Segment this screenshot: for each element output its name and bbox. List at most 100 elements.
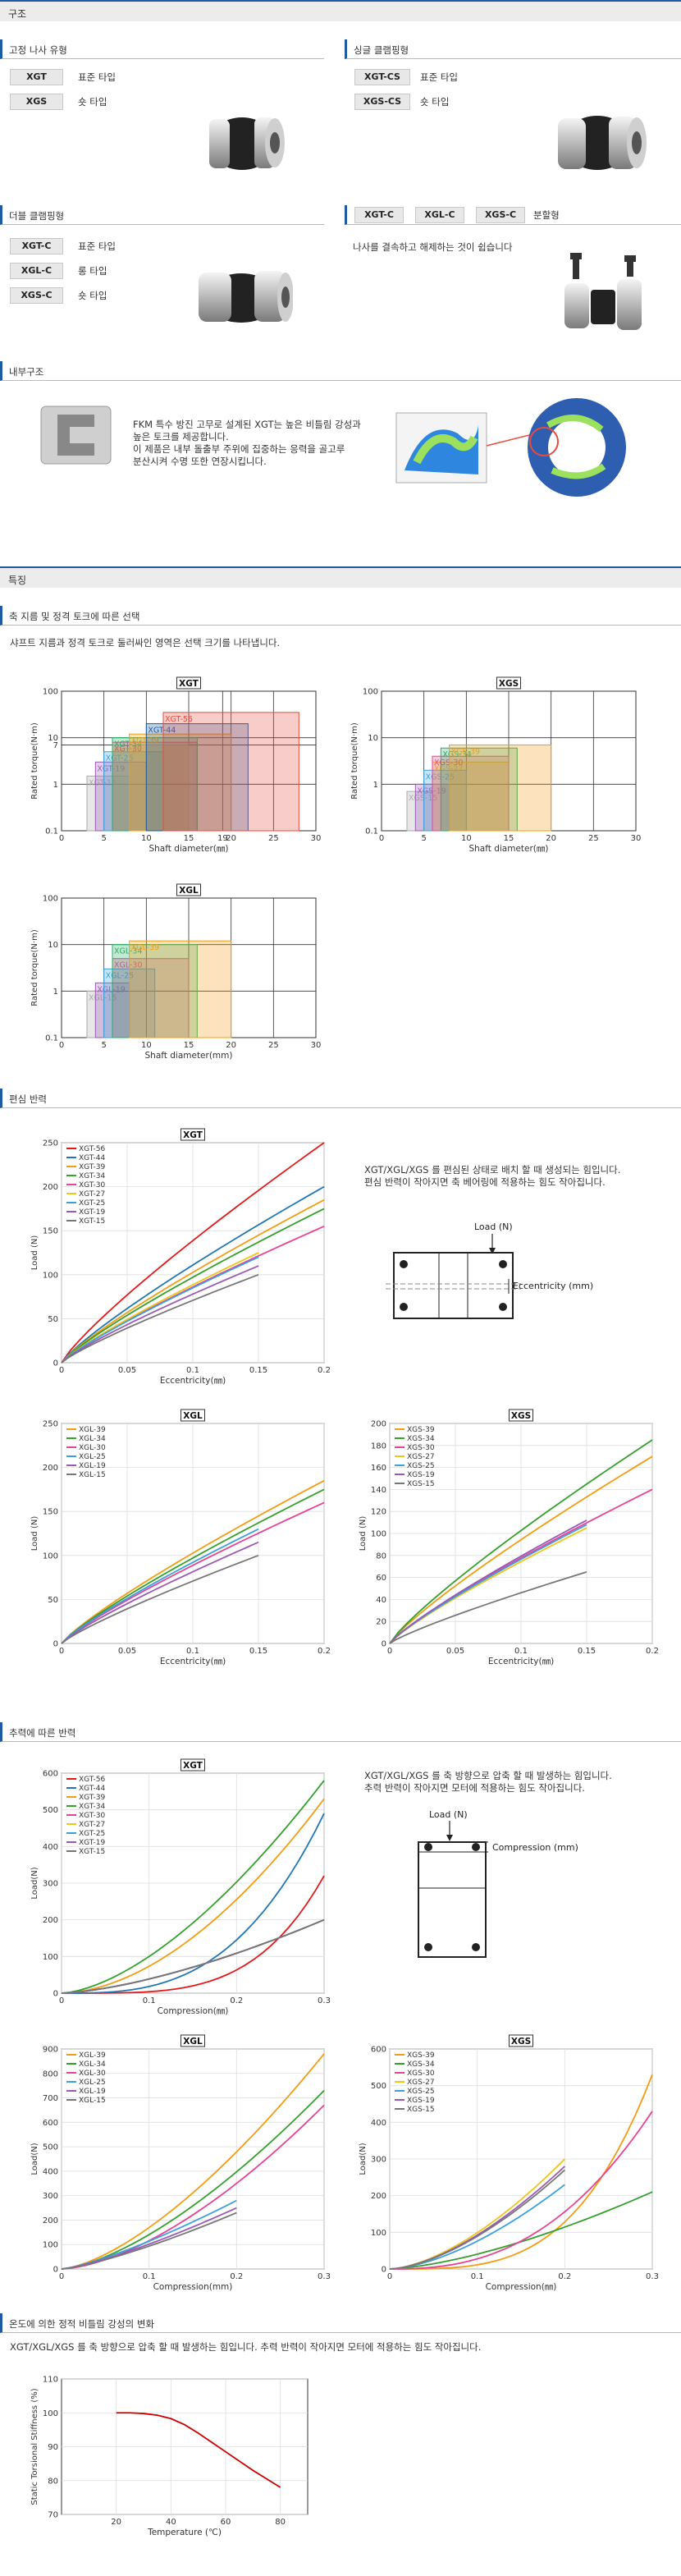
x-tick-label: 20 [226,834,236,843]
series-line-xgl-15 [61,1554,259,1644]
selection-label-xgt-39: XGT-39 [131,736,159,745]
chart-temperature: 20 40 60 80 70 80 90 100 110 Temperature (℃) Stati… [30,2376,309,2537]
legend-label-xgt-56: XGT-56 [79,1145,105,1153]
eccentric-load-label: Load (N) [474,1222,513,1232]
x-tick-label: 80 [275,2518,286,2527]
series-line-xgs-39 [389,2074,653,2270]
x-tick-label: 0.15 [578,1647,596,1656]
desc-xgt: 표준 타입 [78,71,116,83]
series-line-xgt-34 [61,1208,325,1364]
x-tick-label: 30 [631,834,642,843]
legend-label-xgl-15: XGL-15 [79,1471,106,1479]
series-line-xgt-34 [61,1780,325,1994]
x-tick-label: 0 [59,1647,64,1656]
selection-label-xgl-34: XGL-34 [114,947,143,956]
chart-title: XGL [183,2037,203,2047]
series-line-xgl-30 [61,1501,325,1644]
chart-title: XGS [511,2037,531,2047]
legend-label-xgt-39: XGT-39 [79,1163,105,1171]
x-tick-label: 25 [268,1041,279,1050]
series-line-xgl-19 [61,1541,259,1644]
section-structure: 구조 [0,0,681,21]
x-tick-label: 0.2 [318,1366,331,1375]
y-tick-label: 700 [43,2094,58,2103]
chart-title-box [176,883,201,896]
x-tick-label: 0 [59,2272,64,2281]
y-tick-label: 120 [371,1508,386,1517]
y-tick-label: 100 [363,688,378,697]
x-tick-label: 0.2 [558,2272,571,2281]
x-tick-label: 0.15 [249,1366,267,1375]
series-line-xgl-39 [61,1479,325,1644]
y-tick-label: 200 [43,1916,58,1925]
selection-label-xgt-15: XGT-15 [89,778,117,787]
x-tick-label: 0.1 [143,1996,156,2005]
y-tick-label: 0.1 [45,1034,58,1043]
y-axis-label: Load (N) [359,1516,368,1552]
x-tick-label: 5 [421,834,426,843]
subhead-split [345,205,681,225]
internal-text-3: 이 제품은 내부 돌출부 주위에 집중하는 응력을 골고루 [133,443,345,455]
legend-label-xgt-27: XGT-27 [79,1821,105,1829]
chart-title: XGL [183,1411,203,1421]
plot-area [61,2048,325,2270]
legend-label-xgl-19: XGL-19 [79,2088,106,2096]
y-axis-label: Load(N) [359,2143,368,2175]
x-axis-label: Compression(㎜) [158,2006,229,2016]
series-line-xgt-56 [61,1875,325,1994]
legend-label-xgs-19: XGS-19 [407,2097,435,2105]
y-tick-label: 10 [48,941,58,950]
y-axis-label: Load(N) [30,1867,39,1899]
selection-label-xgt-44: XGT-44 [148,727,176,736]
y-tick-label: 800 [43,2070,58,2079]
legend-label-xgt-56: XGT-56 [79,1776,105,1784]
chart-eccentric-xgt: 0 0.05 0.1 0.15 0.2 0 50 100 150 200 250 Eccentrici… [30,1128,331,1386]
selection-box-xgt-25 [103,751,164,832]
code-split-xgl-c: XGL-C [415,207,464,223]
x-tick-label: 30 [311,834,322,843]
thrust-desc-1: XGT/XGL/XGS 를 축 방향으로 압축 할 때 발생하는 힘입니다. [364,1770,612,1781]
y-tick-label: 0 [53,1640,58,1649]
x-tick-label: 15 [184,1041,194,1050]
x-tick-label: 0 [379,834,384,843]
selection-box-xgs-34 [440,747,518,832]
legend-label-xgl-34: XGL-34 [79,2060,106,2069]
y-tick-label: 110 [43,2376,58,2385]
legend-label-xgt-15: XGT-15 [79,1217,105,1226]
x-axis-label: Temperature (℃) [147,2528,222,2537]
y-tick-label: 140 [371,1486,386,1495]
series-line-xgs-30 [389,2111,653,2270]
legend-label-xgt-44: XGT-44 [79,1785,105,1793]
selection-box-xgs-39 [449,744,552,832]
coupling-xgt-c-image [199,271,293,323]
x-tick-label: 0.1 [186,1647,199,1656]
y-tick-label: 10 [48,734,58,743]
series-line-xgs-19 [389,1519,587,1644]
x-axis-label: Shaft diameter(mm) [145,1051,233,1061]
desc-xgt-c: 표준 타입 [78,241,116,252]
x-axis-label: Eccentricity(㎜) [488,1657,554,1666]
y-tick-label: 0 [53,1990,58,1999]
desc-xgl-c: 롱 타입 [78,265,107,277]
selection-label-xgt-30: XGT-30 [114,745,142,754]
thrust-diagram: Load (N) Compression (mm) [418,1809,578,1958]
series-line-xgl-39 [61,2053,325,2270]
chart-title-box [181,1128,205,1141]
legend-label-xgs-39: XGS-39 [407,2051,435,2060]
x-tick-label: 0.3 [318,1996,331,2005]
y-tick-label: 180 [371,1442,386,1451]
y-tick-label: 1 [373,781,378,790]
chart-title-box [496,676,521,690]
legend-label-xgl-30: XGL-30 [79,2070,106,2078]
x-tick-label: 0.2 [230,2272,243,2281]
thrust-comp-label: Compression (mm) [492,1842,578,1853]
legend-label-xgt-19: XGT-19 [79,1839,105,1847]
y-tick-label: 80 [48,2477,58,2486]
chart-eccentric-xgl: 0 0.05 0.1 0.15 0.2 0 50 100 150 200 250 Eccentrici… [30,1409,331,1666]
desc-xgt-cs: 표준 타입 [420,71,458,83]
y-tick-label: 0 [53,1359,58,1368]
coupling-split-image [564,253,642,330]
legend-label-xgt-25: XGT-25 [79,1830,105,1838]
selection-label-xgt-19: XGT-19 [97,764,125,773]
y-axis-label: Rated torque(N·m) [30,929,39,1006]
